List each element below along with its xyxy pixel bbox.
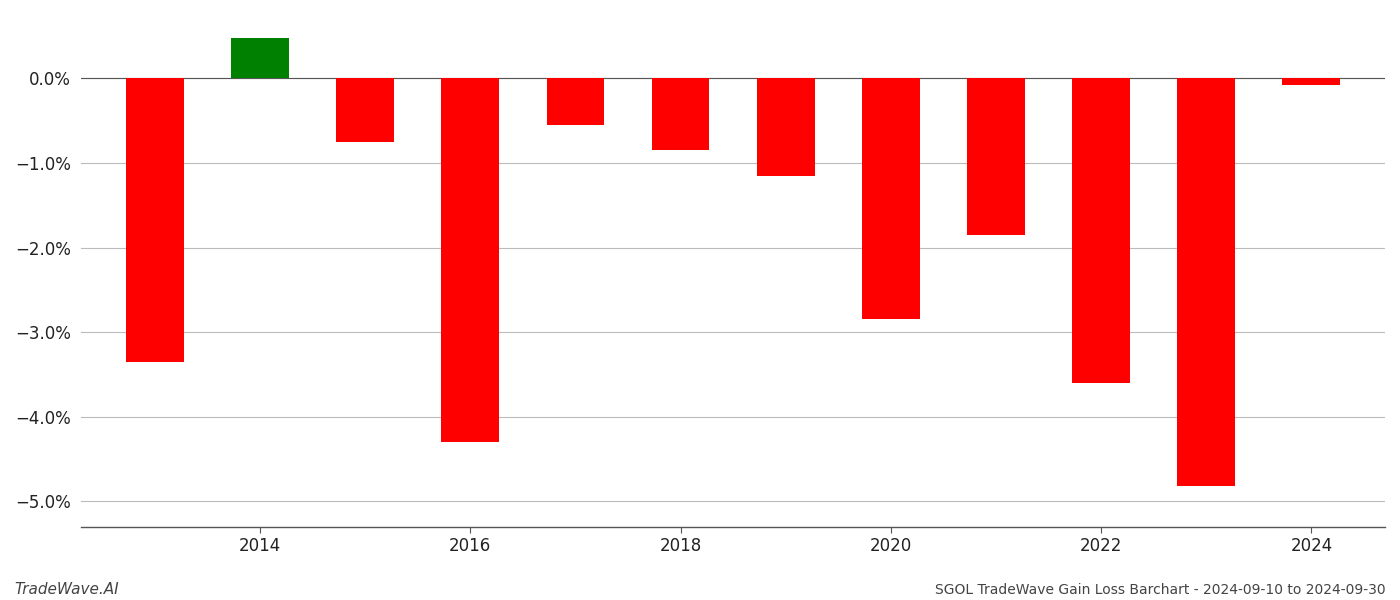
- Bar: [231, 38, 288, 79]
- Text: SGOL TradeWave Gain Loss Barchart - 2024-09-10 to 2024-09-30: SGOL TradeWave Gain Loss Barchart - 2024…: [935, 583, 1386, 597]
- Bar: [1282, 79, 1340, 85]
- Bar: [651, 79, 710, 150]
- Bar: [441, 79, 500, 442]
- Bar: [757, 79, 815, 176]
- Bar: [1072, 79, 1130, 383]
- Bar: [1177, 79, 1235, 486]
- Bar: [126, 79, 183, 362]
- Bar: [546, 79, 605, 125]
- Bar: [336, 79, 393, 142]
- Bar: [862, 79, 920, 319]
- Bar: [967, 79, 1025, 235]
- Text: TradeWave.AI: TradeWave.AI: [14, 582, 119, 597]
